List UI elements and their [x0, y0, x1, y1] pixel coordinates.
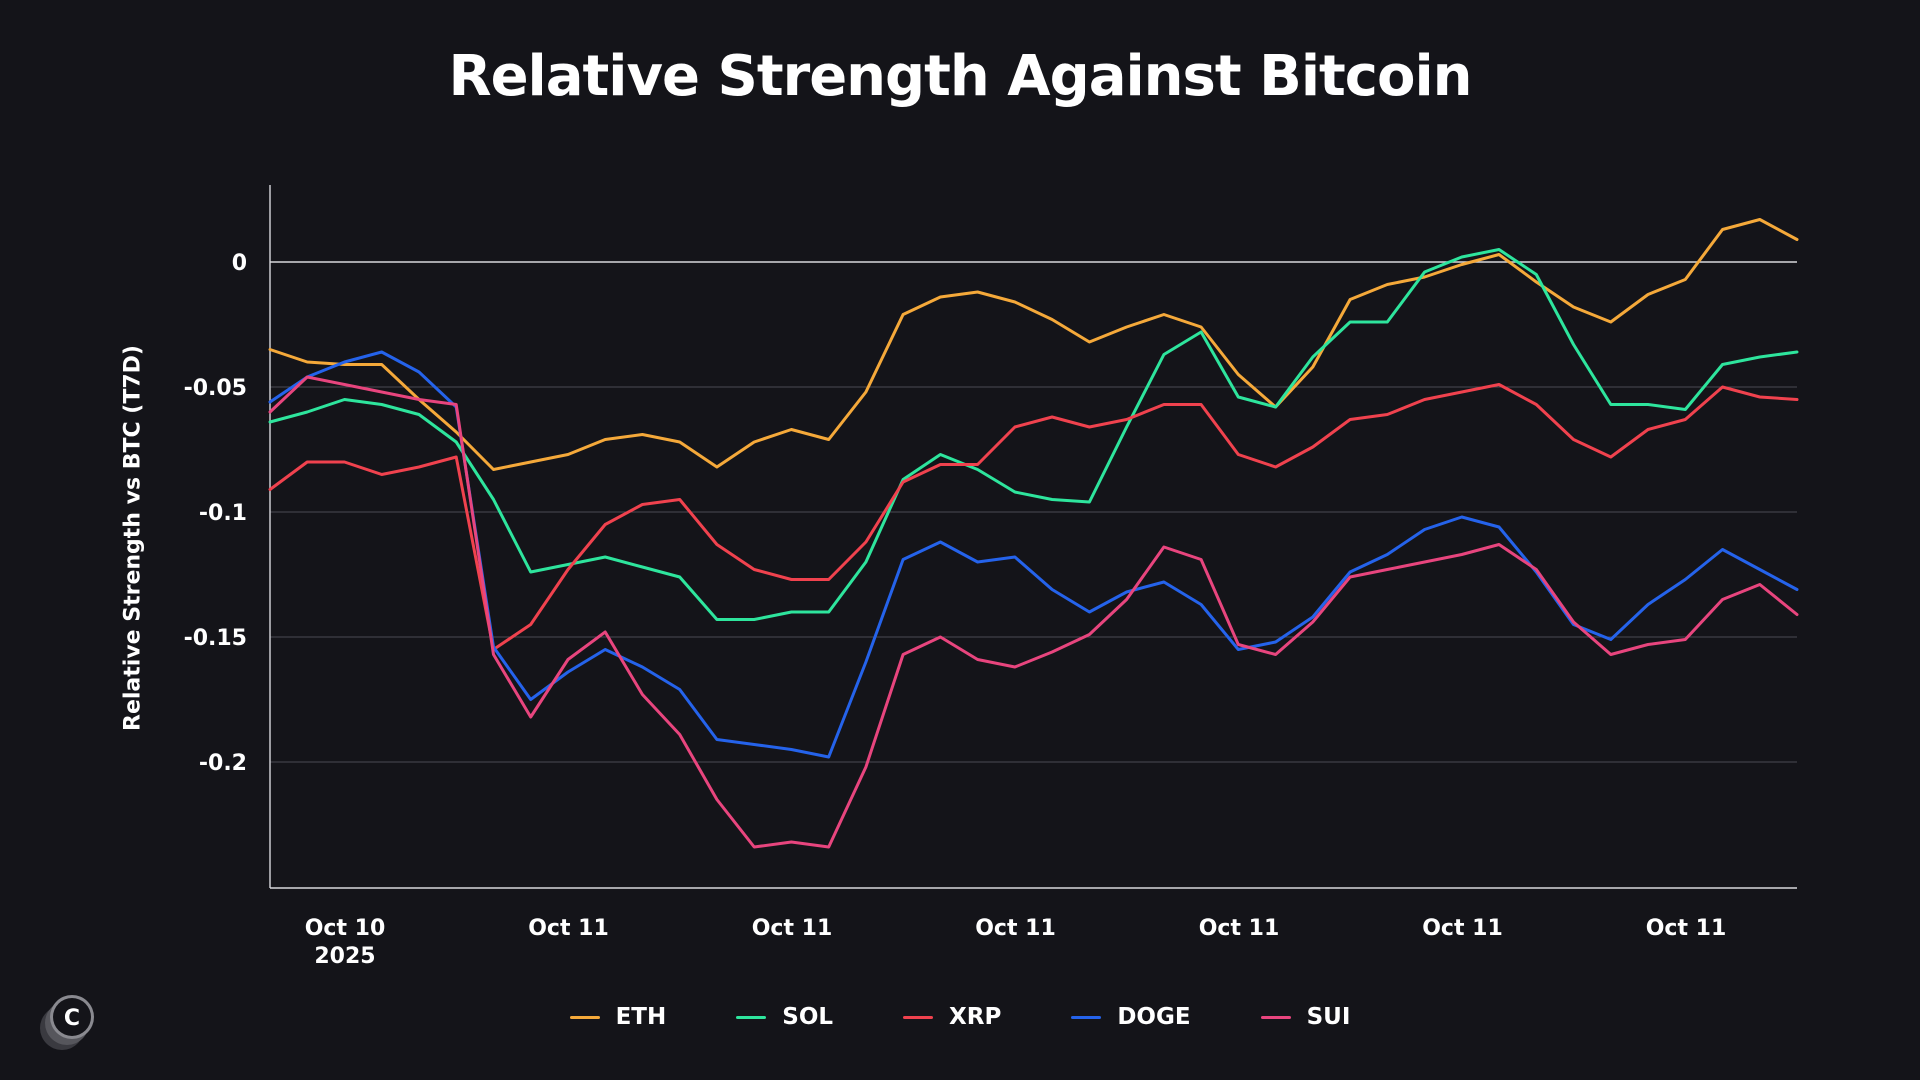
- x-tick-label: Oct 11: [1646, 916, 1727, 941]
- series-line-eth: [268, 218, 1799, 471]
- legend-swatch: [1071, 1015, 1102, 1019]
- legend-label: ETH: [615, 1004, 667, 1030]
- y-tick-label: -0.2: [199, 751, 247, 776]
- x-tick-label: Oct 10 2025: [305, 916, 386, 969]
- series-lines: [268, 218, 1799, 849]
- axes: [269, 185, 1797, 889]
- x-tick-label: Oct 11: [1422, 916, 1503, 941]
- legend-swatch: [1260, 1015, 1291, 1019]
- x-tick-label: Oct 11: [752, 916, 833, 941]
- legend-swatch: [903, 1015, 934, 1019]
- y-tick-labels: 0 -0.05 -0.1 -0.15 -0.2: [184, 251, 247, 776]
- logo-letter: C: [64, 1006, 80, 1031]
- legend-item-sol: SOL: [736, 1004, 833, 1030]
- brand-logo-icon: C: [40, 995, 94, 1050]
- x-tick-label: Oct 11: [528, 916, 609, 941]
- legend-label: SUI: [1306, 1004, 1351, 1030]
- y-tick-label: -0.05: [184, 376, 247, 401]
- legend-item-eth: ETH: [569, 1004, 667, 1030]
- series-line-sui: [268, 375, 1799, 849]
- x-tick-labels: Oct 10 2025 Oct 11 Oct 11 Oct 11 Oct 11 Oct 11…: [305, 916, 1727, 969]
- x-tick-label: Oct 11: [975, 916, 1056, 941]
- legend-item-doge: DOGE: [1071, 1004, 1191, 1030]
- series-line-doge: [268, 350, 1799, 759]
- y-tick-label: -0.15: [184, 626, 247, 651]
- x-tick-label: Oct 11: [1199, 916, 1280, 941]
- y-tick-label: -0.1: [199, 501, 247, 526]
- legend-item-xrp: XRP: [903, 1004, 1001, 1030]
- grid-lines: [270, 261, 1797, 763]
- y-tick-label: 0: [232, 251, 247, 276]
- series-line-sol: [268, 248, 1799, 621]
- legend: ETH SOL XRP DOGE SUI: [0, 1004, 1920, 1030]
- series-line-xrp: [268, 383, 1799, 651]
- legend-label: SOL: [782, 1004, 834, 1030]
- legend-label: XRP: [949, 1004, 1002, 1030]
- legend-item-sui: SUI: [1260, 1004, 1351, 1030]
- legend-swatch: [736, 1015, 767, 1019]
- chart-title: Relative Strength Against Bitcoin: [448, 44, 1472, 109]
- legend-swatch: [569, 1015, 600, 1019]
- legend-label: DOGE: [1117, 1004, 1191, 1030]
